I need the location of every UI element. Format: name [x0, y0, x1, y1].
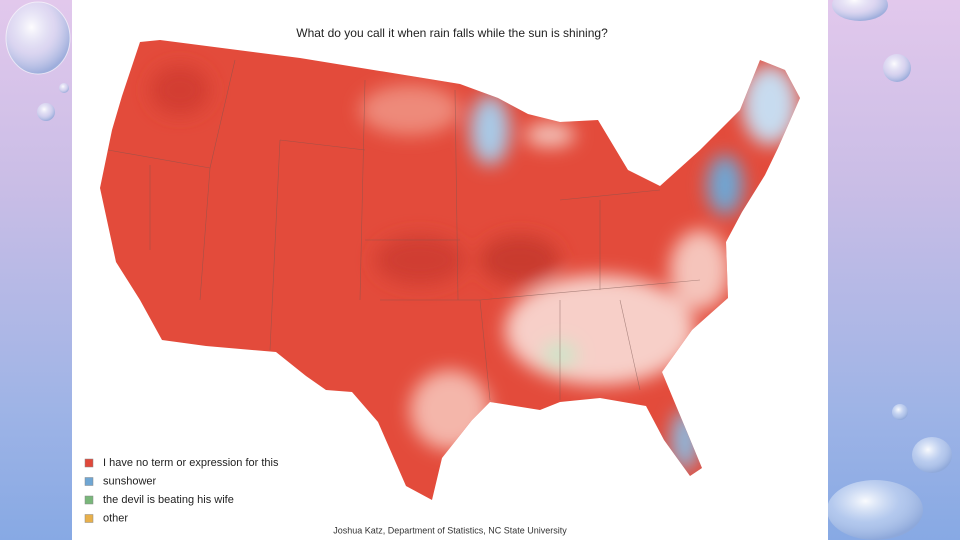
legend-label: other	[103, 512, 128, 524]
legend-swatch	[84, 514, 94, 523]
legend-swatch	[84, 477, 94, 486]
legend-swatch	[84, 458, 94, 468]
map-title: What do you call it when rain falls whil…	[296, 26, 608, 40]
legend-label: the devil is beating his wife	[103, 494, 234, 506]
legend-swatch	[84, 495, 94, 505]
legend-label: I have no term or expression for this	[103, 457, 279, 469]
legend: I have no term or expression for this sun…	[84, 457, 279, 524]
map-fill	[100, 40, 800, 500]
legend-label: sunshower	[103, 475, 157, 487]
credit: Joshua Katz, Department of Statistics, N…	[333, 525, 567, 535]
